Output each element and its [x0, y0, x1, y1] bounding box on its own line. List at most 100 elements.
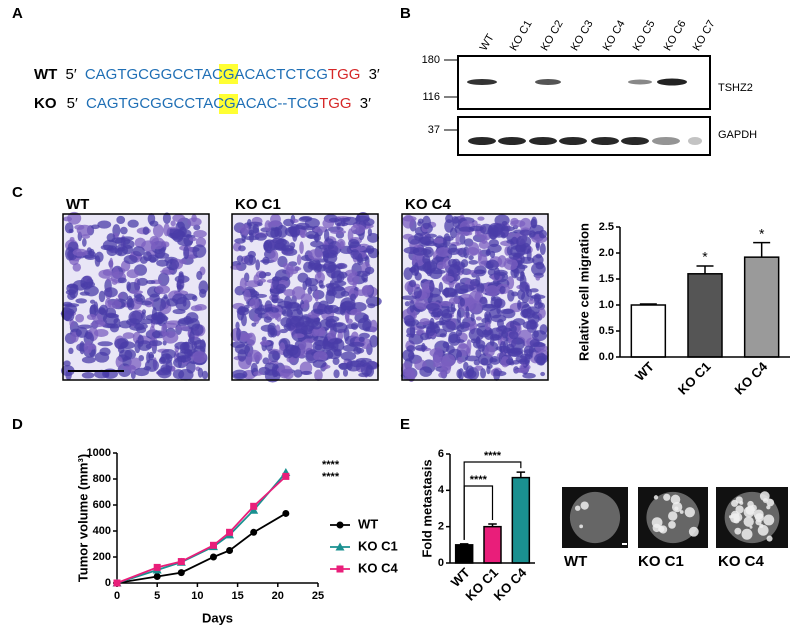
cell — [99, 304, 109, 316]
cell — [439, 317, 444, 326]
cell — [149, 220, 159, 227]
cell — [114, 237, 131, 246]
cell — [468, 242, 480, 256]
spot — [759, 523, 764, 528]
cell — [458, 247, 468, 258]
point — [177, 558, 185, 566]
cell — [526, 319, 538, 333]
cell — [165, 359, 173, 373]
significance: **** — [484, 450, 502, 462]
image-frame — [231, 213, 379, 381]
cell — [525, 284, 530, 294]
cell — [260, 259, 275, 264]
five-prime: 5′ — [67, 95, 78, 112]
cell — [76, 224, 93, 236]
cell — [321, 249, 338, 259]
cell — [186, 361, 196, 374]
cell — [122, 356, 132, 368]
x-tick-label: 20 — [272, 590, 284, 602]
cell — [419, 318, 431, 326]
cell — [473, 269, 485, 275]
cell — [402, 215, 417, 222]
cell — [487, 313, 492, 325]
cell — [499, 341, 506, 353]
cell — [253, 371, 263, 376]
cell — [107, 300, 122, 309]
cell — [134, 367, 149, 377]
cell — [75, 313, 85, 323]
x-tick-label: KO C4 — [732, 358, 771, 397]
cell — [517, 300, 522, 310]
cell — [91, 224, 100, 230]
cell — [283, 262, 289, 270]
cell — [234, 238, 246, 244]
organ-image — [562, 487, 628, 548]
cell — [251, 322, 257, 327]
cell — [117, 293, 124, 299]
cell — [270, 213, 281, 226]
point — [153, 573, 161, 580]
cell — [444, 219, 454, 233]
band — [529, 137, 557, 145]
cell — [314, 344, 323, 351]
seq: TCG — [296, 66, 328, 83]
spot — [743, 516, 754, 527]
error-bar — [516, 471, 526, 478]
cell — [484, 345, 495, 357]
cell — [230, 341, 246, 349]
spot — [580, 501, 589, 510]
band — [498, 137, 526, 145]
y-tick-label: 0 — [438, 557, 444, 569]
cell — [146, 351, 151, 364]
cell — [342, 368, 349, 377]
legend-label: WT — [358, 516, 378, 531]
point — [177, 569, 185, 577]
five-prime: 5′ — [66, 66, 77, 83]
cell — [271, 312, 281, 317]
cell — [539, 243, 546, 255]
cell — [300, 370, 313, 375]
cell — [360, 359, 367, 368]
cell — [299, 228, 306, 238]
cell — [166, 298, 179, 307]
cell — [496, 318, 504, 328]
cell — [201, 370, 209, 380]
y-tick-label: 0.0 — [599, 351, 614, 363]
seq-highlight: -- — [277, 95, 287, 112]
cell — [230, 264, 242, 270]
cell — [470, 313, 475, 322]
cell — [283, 288, 296, 297]
cell — [293, 333, 305, 339]
cell — [312, 328, 319, 337]
cell — [350, 293, 356, 302]
cell — [240, 332, 251, 342]
cell — [413, 262, 419, 277]
three-prime: 3′ — [360, 95, 371, 112]
cell — [456, 369, 463, 379]
cell — [286, 266, 302, 272]
cell — [98, 290, 106, 303]
cell — [249, 232, 254, 243]
cell — [231, 369, 248, 380]
cell — [166, 228, 182, 239]
cell — [510, 236, 519, 250]
cell — [67, 211, 82, 225]
bar — [454, 544, 474, 564]
cell — [136, 277, 149, 286]
cell — [313, 350, 328, 362]
x-tick-label: 25 — [312, 590, 324, 602]
cell — [472, 339, 486, 349]
cell — [442, 320, 456, 333]
y-tick-label: 1.5 — [599, 273, 614, 285]
spot — [734, 527, 742, 535]
cell — [493, 368, 501, 381]
cell — [492, 230, 506, 238]
cell — [435, 247, 451, 257]
seq: TCG — [287, 95, 319, 112]
cell — [279, 329, 288, 334]
cell — [139, 318, 154, 325]
cell — [501, 220, 508, 226]
cell — [150, 317, 162, 325]
cell — [276, 365, 293, 377]
spot — [668, 521, 676, 529]
